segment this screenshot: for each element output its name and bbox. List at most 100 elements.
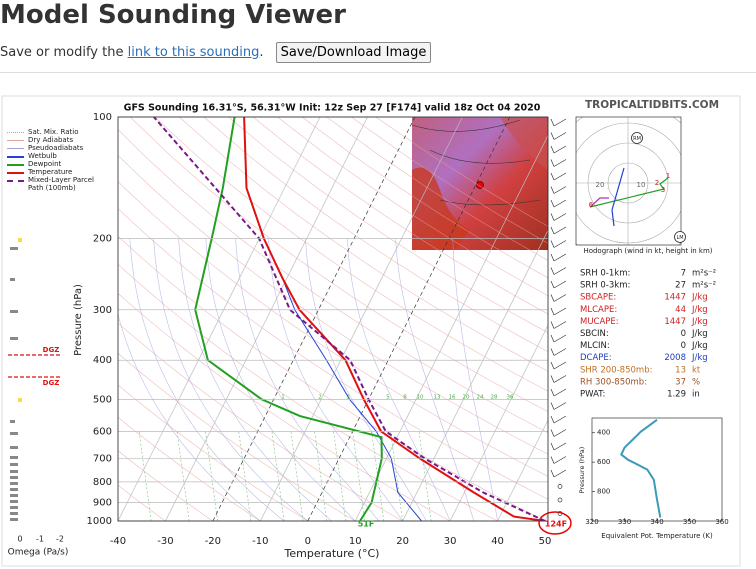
wind-barb	[550, 213, 567, 221]
hodograph-ring-label: 10	[637, 181, 646, 189]
mixing-ratio-line	[352, 431, 366, 521]
hodograph-point-label: 6	[589, 201, 594, 209]
wind-barb	[550, 267, 567, 275]
mixing-ratio-line	[271, 431, 285, 521]
pressure-tick-label: 600	[93, 426, 112, 437]
isotherm	[165, 117, 368, 521]
hodograph-point-label: 1	[666, 172, 670, 180]
mixing-ratio-label: 16	[449, 395, 456, 401]
pressure-tick-label: 800	[93, 477, 112, 488]
hodograph-caption: Hodograph (wind in kt, height in km)	[583, 247, 712, 255]
wind-barb	[550, 388, 567, 397]
theta-e-y-label: Pressure (hPa)	[578, 447, 586, 494]
dry-adiabat	[118, 292, 451, 521]
wind-barb	[550, 469, 567, 478]
temperature-tick-label: 50	[539, 536, 552, 547]
wind-barb	[550, 429, 567, 437]
index-unit: m²s⁻²	[692, 269, 716, 279]
link[interactable]: link to this sounding	[127, 45, 260, 60]
index-value: 1447	[664, 317, 686, 327]
omega-label: Omega (Pa/s)	[8, 548, 69, 558]
temperature-tick-label: -40	[110, 536, 126, 547]
wind-barb	[550, 118, 567, 127]
index-unit: J/kg	[691, 317, 708, 327]
temperature-tick-label: -10	[252, 536, 268, 547]
index-unit: J/kg	[691, 293, 708, 303]
wind-barb	[550, 348, 567, 356]
profile-line	[243, 117, 546, 521]
mixing-ratio-label: 13	[434, 395, 441, 401]
temperature-tick-label: -20	[205, 536, 221, 547]
text: Save or modify the	[0, 45, 124, 60]
dry-adiabat	[118, 208, 548, 500]
wind-barb	[550, 253, 567, 262]
calm-wind	[557, 484, 563, 489]
index-value: 44	[675, 305, 686, 315]
pressure-tick-label: 700	[93, 453, 112, 464]
omega-bar	[10, 310, 18, 313]
index-unit: J/kg	[691, 353, 708, 363]
pressure-tick-label: 900	[93, 498, 112, 509]
dry-adiabat	[118, 155, 548, 455]
wind-barb	[550, 159, 567, 167]
omega-bar	[10, 470, 18, 473]
dry-adiabat	[118, 450, 214, 521]
wind-barb	[550, 415, 567, 424]
wind-barb	[550, 240, 567, 248]
x-axis-label: Temperature (°C)	[284, 547, 380, 560]
mixing-ratio-line	[314, 431, 328, 521]
text: .	[259, 45, 264, 60]
temperature-tick-label: 10	[349, 536, 362, 547]
dry-adiabat	[129, 117, 548, 413]
storm-motion-label: LM	[676, 235, 683, 241]
mixing-ratio-line	[138, 431, 152, 521]
hodograph-trace	[589, 177, 669, 208]
mixing-ratio-line	[238, 431, 252, 521]
mixing-ratio-line	[290, 431, 304, 521]
save-button[interactable]: Save/Download Image	[275, 42, 432, 63]
pressure-tick-label: 1000	[87, 516, 112, 527]
legend-item: Pseudoadiabats	[6, 144, 110, 152]
mixing-ratio-label: 2	[318, 395, 322, 401]
mixing-ratio-line	[176, 431, 190, 521]
map-location	[476, 181, 484, 189]
index-unit: J/kg	[691, 341, 708, 351]
legend-swatch	[7, 164, 24, 166]
legend-swatch	[7, 156, 24, 158]
mixing-ratio-label: 1	[281, 395, 285, 401]
dry-adiabat	[228, 117, 548, 333]
index-value: 0	[681, 341, 686, 351]
surface-dewpoint-label: 51F	[358, 520, 375, 529]
wind-barb	[550, 280, 567, 289]
omega-bar	[10, 488, 18, 491]
omega-bar	[10, 506, 18, 509]
legend-label: Mixed-Layer Parcel Path (100mb)	[28, 176, 94, 192]
legend-label: Temperature	[28, 168, 73, 176]
omega-bar	[10, 500, 18, 503]
omega-bar	[10, 420, 15, 423]
index-unit: J/kg	[691, 329, 708, 339]
mixing-ratio-label: 24	[477, 395, 484, 401]
legend-item: Sat. Mix. Ratio	[6, 128, 110, 136]
calm-wind	[557, 511, 563, 516]
index-unit: J/kg	[691, 305, 708, 315]
map-borders	[411, 119, 541, 206]
omega-tick-label: 0	[17, 535, 22, 544]
isotherm	[118, 117, 321, 521]
index-unit: in	[692, 390, 700, 400]
legend-item: Dewpoint	[6, 160, 110, 168]
pressure-tick-label: 200	[93, 234, 112, 245]
mixing-ratio-label: 28	[491, 395, 498, 401]
index-label: SRH 0-3km:	[580, 281, 630, 291]
dry-adiabat	[203, 117, 548, 353]
index-value: 37	[675, 377, 686, 387]
brand: TROPICALTIDBITS.COM	[585, 99, 719, 111]
dry-adiabat	[277, 117, 548, 297]
hodograph-point-label: 2	[655, 179, 659, 187]
omega-bar	[10, 456, 18, 459]
isotherm	[212, 117, 416, 521]
theta-e-y-tick-label: 600	[597, 458, 610, 466]
theta-e-y-tick-label: 400	[597, 429, 610, 437]
legend-swatch	[7, 180, 24, 182]
